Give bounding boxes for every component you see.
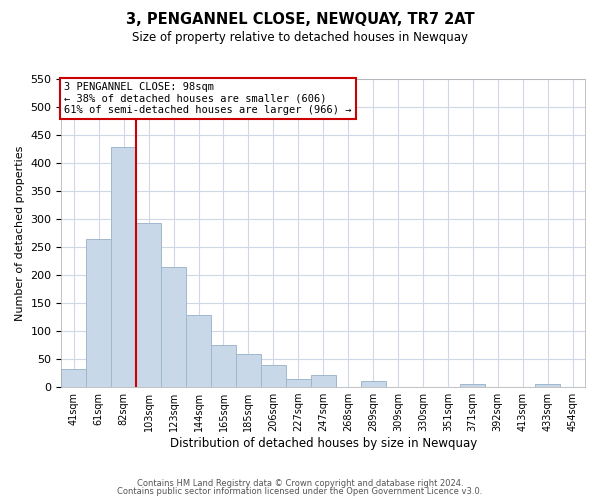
Text: Contains HM Land Registry data © Crown copyright and database right 2024.: Contains HM Land Registry data © Crown c… (137, 478, 463, 488)
Bar (361, 382, 386, 387)
Y-axis label: Number of detached properties: Number of detached properties (15, 146, 25, 320)
Bar (186, 315, 211, 387)
Text: 3 PENGANNEL CLOSE: 98sqm
← 38% of detached houses are smaller (606)
61% of semi-: 3 PENGANNEL CLOSE: 98sqm ← 38% of detach… (64, 82, 352, 115)
Bar (236, 354, 261, 387)
Text: Size of property relative to detached houses in Newquay: Size of property relative to detached ho… (132, 31, 468, 44)
Bar (161, 267, 186, 387)
Bar (460, 384, 485, 387)
Bar (261, 364, 286, 387)
Bar (136, 223, 161, 387)
Bar (111, 148, 136, 387)
Bar (286, 378, 311, 387)
Bar (86, 238, 111, 387)
Text: 3, PENGANNEL CLOSE, NEWQUAY, TR7 2AT: 3, PENGANNEL CLOSE, NEWQUAY, TR7 2AT (125, 12, 475, 28)
X-axis label: Distribution of detached houses by size in Newquay: Distribution of detached houses by size … (170, 437, 477, 450)
Bar (61, 369, 86, 387)
Bar (311, 376, 335, 387)
Bar (211, 344, 236, 387)
Text: Contains public sector information licensed under the Open Government Licence v3: Contains public sector information licen… (118, 487, 482, 496)
Bar (535, 384, 560, 387)
